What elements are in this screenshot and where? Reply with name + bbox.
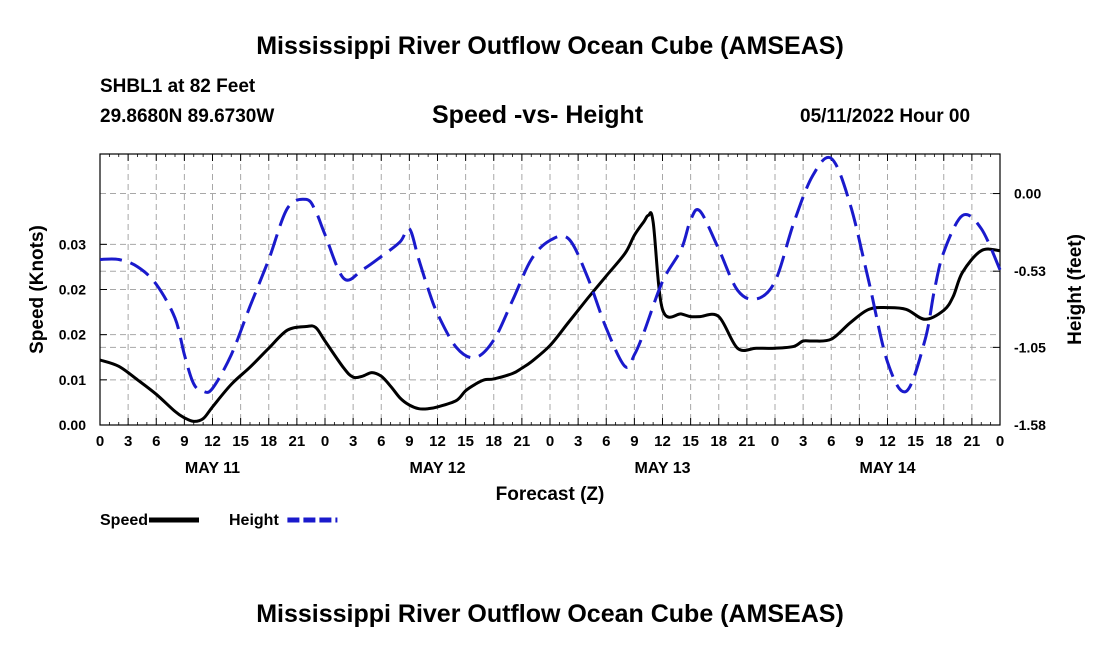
x-tick-label: 21 xyxy=(289,433,306,450)
x-tick-label: 15 xyxy=(232,433,249,450)
y-tick-label: 0.02 xyxy=(59,282,86,298)
speed-series-line xyxy=(99,211,1001,423)
x-tick-label: 9 xyxy=(180,433,188,450)
height-series-line xyxy=(99,155,1002,394)
bottom-title: Mississippi River Outflow Ocean Cube (AM… xyxy=(256,600,844,628)
x-tick-label: 12 xyxy=(654,433,671,450)
date-label: MAY 11 xyxy=(185,460,240,477)
x-tick-label: 12 xyxy=(429,433,446,450)
legend-label: Speed xyxy=(100,512,148,529)
x-tick-label: 21 xyxy=(964,433,981,450)
x-tick-label: 12 xyxy=(204,433,221,450)
x-tick-label: 3 xyxy=(124,433,132,450)
x-tick-label: 21 xyxy=(739,433,756,450)
y-axis-title: Speed (Knots) xyxy=(27,225,48,354)
x-tick-label: 0 xyxy=(996,433,1004,450)
coordinates-label: 29.8680N 89.6730W xyxy=(100,106,275,127)
x-tick-label: 0 xyxy=(96,433,104,450)
y-tick-label: 0.01 xyxy=(59,372,86,388)
x-tick-label: 18 xyxy=(935,433,952,450)
y-tick-label: 0.00 xyxy=(59,417,86,433)
x-tick-label: 9 xyxy=(405,433,413,450)
chart-title: Speed -vs- Height xyxy=(432,101,644,129)
y2-tick-label: -0.53 xyxy=(1014,263,1046,279)
x-tick-label: 0 xyxy=(321,433,329,450)
date-label: MAY 13 xyxy=(634,460,690,477)
x-tick-label: 3 xyxy=(349,433,357,450)
date-label: MAY 12 xyxy=(409,460,465,477)
station-label: SHBL1 at 82 Feet xyxy=(100,76,256,97)
y-tick-label: 0.02 xyxy=(59,327,86,343)
y2-tick-label: -1.58 xyxy=(1014,417,1046,433)
x-tick-label: 9 xyxy=(855,433,863,450)
x-tick-label: 15 xyxy=(457,433,474,450)
top-title: Mississippi River Outflow Ocean Cube (AM… xyxy=(256,32,844,60)
x-tick-label: 6 xyxy=(602,433,610,450)
x-tick-label: 6 xyxy=(152,433,160,450)
x-tick-label: 18 xyxy=(710,433,727,450)
x-tick-label: 9 xyxy=(630,433,638,450)
x-tick-label: 0 xyxy=(771,433,779,450)
x-tick-label: 21 xyxy=(514,433,531,450)
x-tick-label: 15 xyxy=(907,433,924,450)
legend-label: Height xyxy=(229,512,279,529)
y-tick-label: 0.03 xyxy=(59,236,86,252)
x-axis-title: Forecast (Z) xyxy=(496,484,605,505)
x-tick-label: 18 xyxy=(260,433,277,450)
x-tick-label: 12 xyxy=(879,433,896,450)
x-tick-label: 15 xyxy=(682,433,699,450)
y2-tick-label: -1.05 xyxy=(1014,339,1046,355)
x-tick-label: 0 xyxy=(546,433,554,450)
x-tick-label: 3 xyxy=(574,433,582,450)
y2-tick-label: 0.00 xyxy=(1014,186,1041,202)
date-label: MAY 14 xyxy=(859,460,915,477)
x-tick-label: 18 xyxy=(485,433,502,450)
y2-axis-title: Height (feet) xyxy=(1065,234,1086,345)
x-tick-label: 6 xyxy=(377,433,385,450)
x-tick-label: 3 xyxy=(799,433,807,450)
x-tick-label: 6 xyxy=(827,433,835,450)
date-label: 05/11/2022 Hour 00 xyxy=(800,106,971,127)
